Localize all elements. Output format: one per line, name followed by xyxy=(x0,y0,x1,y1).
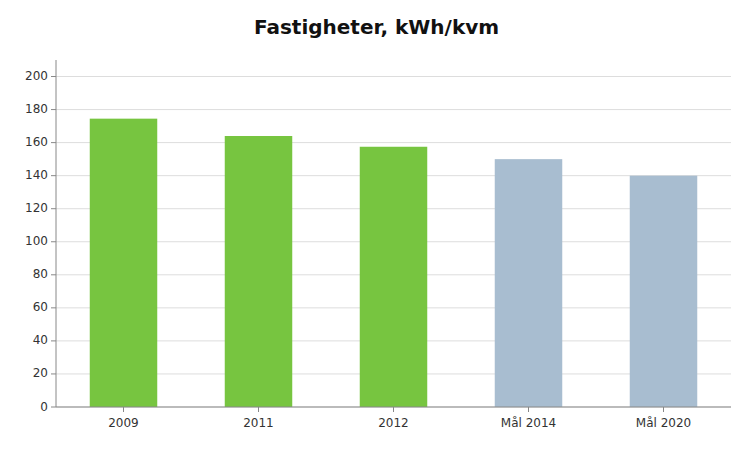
y-tick xyxy=(51,241,56,242)
bar xyxy=(225,136,293,407)
y-axis-line xyxy=(56,60,57,407)
bar xyxy=(360,147,428,407)
y-tick xyxy=(51,407,56,408)
x-tick-label: Mål 2014 xyxy=(501,416,556,430)
y-tick xyxy=(51,142,56,143)
y-tick-label: 180 xyxy=(25,102,48,116)
grid xyxy=(56,77,731,407)
x-tick-label: 2009 xyxy=(108,416,139,430)
x-axis: 2009 2011 2012 Mål 2014 Mål 2020 xyxy=(56,407,731,430)
y-tick-label: 140 xyxy=(25,168,48,182)
y-tick xyxy=(51,340,56,341)
y-tick-label: 40 xyxy=(33,333,48,347)
y-tick xyxy=(51,274,56,275)
chart-svg: 0 20 40 60 80 100 120 140 160 180 200 2009 2011 2012 M… xyxy=(0,0,753,451)
x-tick xyxy=(258,407,259,412)
chart-container: 0 20 40 60 80 100 120 140 160 180 200 2009 2011 2012 M… xyxy=(0,0,753,451)
grid-line xyxy=(56,109,731,110)
y-tick-label: 200 xyxy=(25,69,48,83)
grid-line xyxy=(56,76,731,77)
y-tick xyxy=(51,109,56,110)
chart-title: Fastigheter, kWh/kvm xyxy=(254,15,499,39)
y-tick-label: 80 xyxy=(33,267,48,281)
y-tick xyxy=(51,373,56,374)
y-tick xyxy=(51,208,56,209)
bar xyxy=(630,176,698,407)
bar xyxy=(90,119,158,407)
x-tick xyxy=(663,407,664,412)
y-tick xyxy=(51,76,56,77)
y-tick-label: 100 xyxy=(25,234,48,248)
bar xyxy=(495,159,563,407)
y-tick-label: 60 xyxy=(33,300,48,314)
bars xyxy=(90,119,698,407)
y-tick-label: 0 xyxy=(40,400,48,414)
y-axis: 0 20 40 60 80 100 120 140 160 180 200 xyxy=(25,60,56,414)
y-tick xyxy=(51,307,56,308)
x-tick xyxy=(123,407,124,412)
y-tick-label: 160 xyxy=(25,135,48,149)
y-tick xyxy=(51,175,56,176)
y-tick-label: 120 xyxy=(25,201,48,215)
y-tick-label: 20 xyxy=(33,366,48,380)
x-tick xyxy=(528,407,529,412)
x-tick-label: 2012 xyxy=(378,416,409,430)
x-tick xyxy=(393,407,394,412)
x-tick-label: Mål 2020 xyxy=(636,416,691,430)
x-tick-label: 2011 xyxy=(243,416,274,430)
